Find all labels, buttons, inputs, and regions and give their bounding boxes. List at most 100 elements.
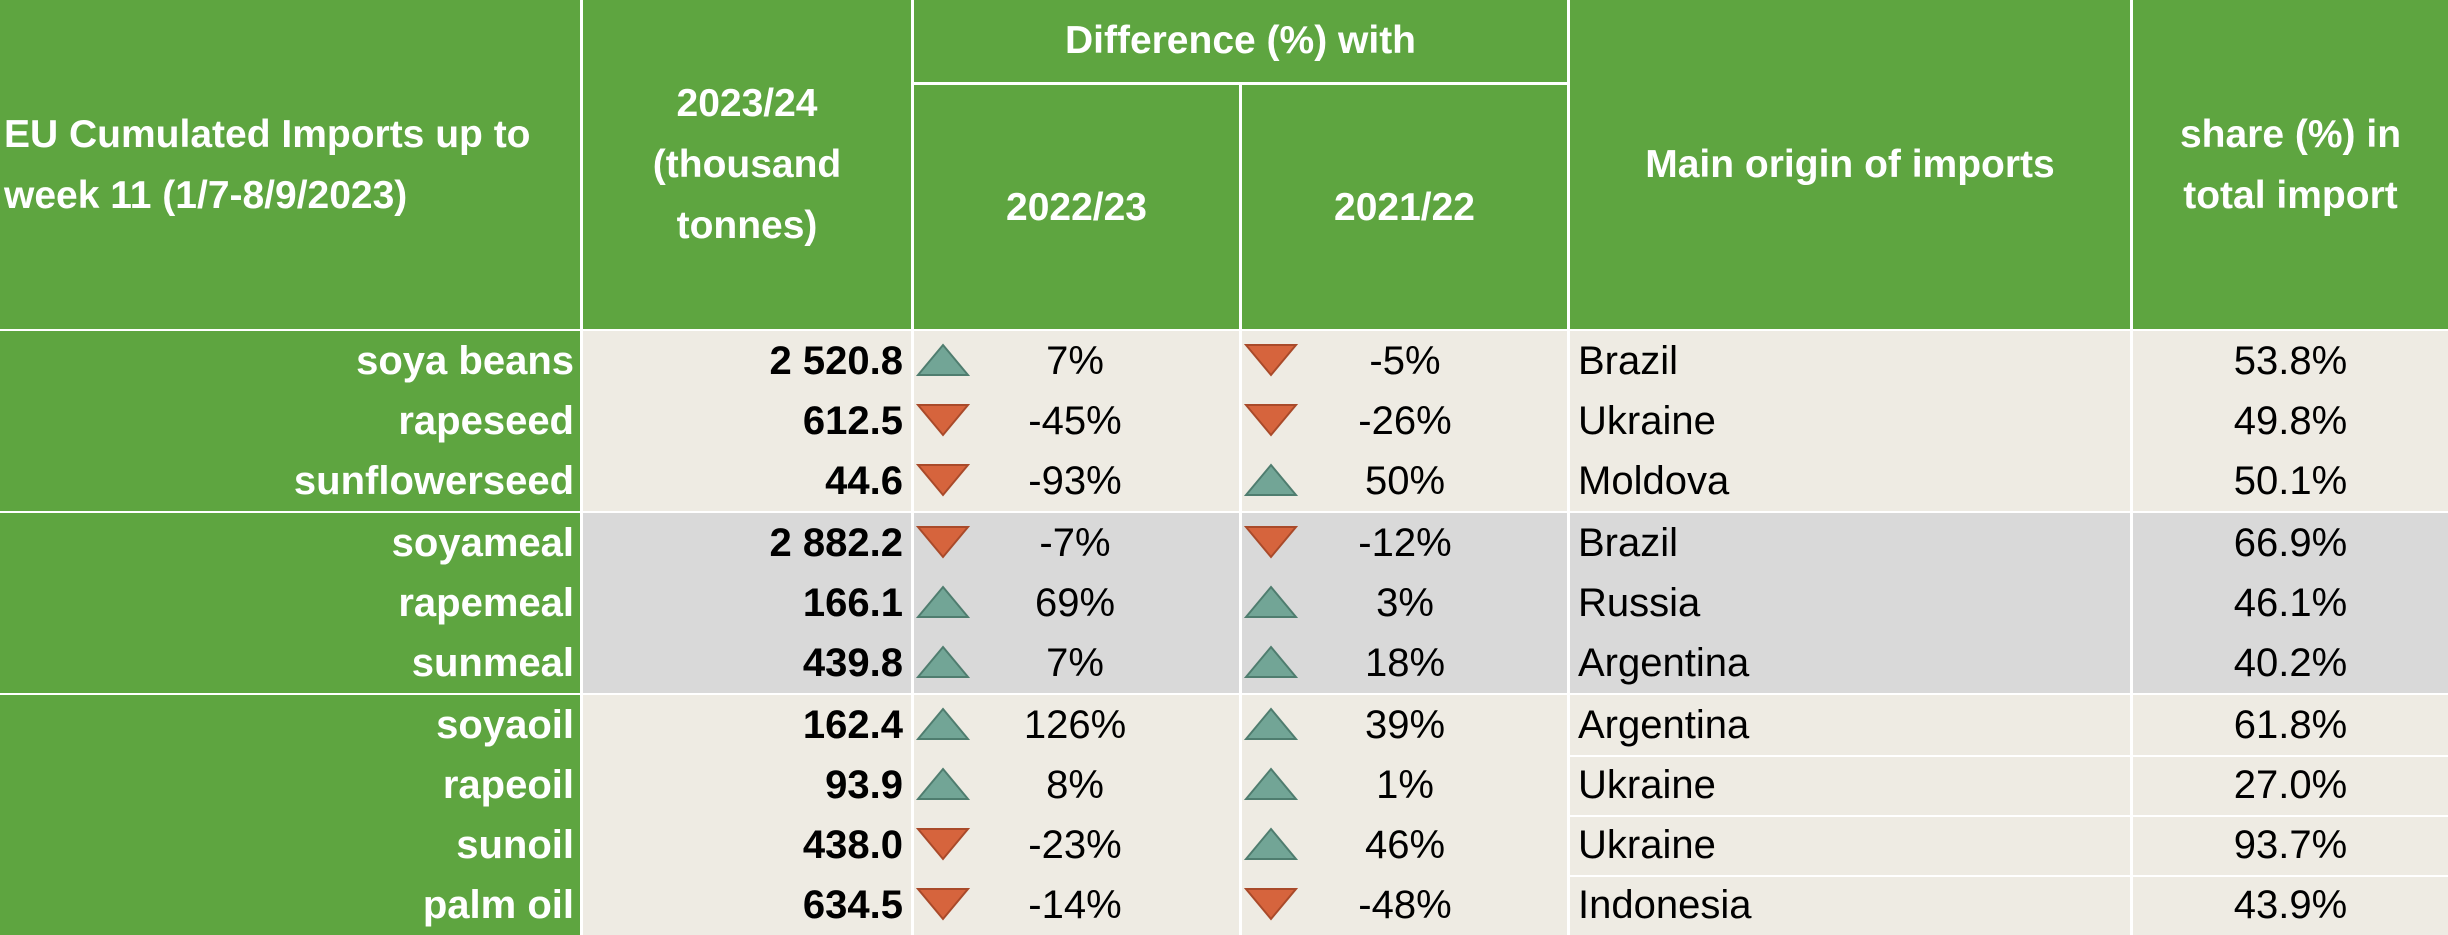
column-divider xyxy=(1567,573,1570,633)
up-triangle-icon xyxy=(916,645,970,678)
column-divider xyxy=(911,331,914,391)
diff-2022-23-value: -14% xyxy=(1028,883,1122,927)
table-row: soya beans 2 520.8 7% -5% Brazil 53.8% xyxy=(0,331,2448,391)
column-divider xyxy=(911,513,914,573)
origin-value: Brazil xyxy=(1578,521,1679,565)
product-label: soyameal xyxy=(0,513,580,573)
row-divider xyxy=(1570,815,2448,817)
origin-value: Argentina xyxy=(1578,703,1750,747)
share-value: 93.7% xyxy=(2233,823,2348,867)
diff-2022-23-value: 126% xyxy=(1023,703,1127,747)
column-divider xyxy=(1239,875,1242,935)
diff-2021-22-value: 39% xyxy=(1364,703,1446,747)
diff-2022-23-value: 7% xyxy=(1046,339,1104,383)
header-share-column: share (%) in total import xyxy=(2179,112,2402,217)
volume-value: 634.5 xyxy=(802,883,903,927)
column-divider xyxy=(1239,695,1242,755)
product-label: sunflowerseed xyxy=(0,451,580,511)
column-divider xyxy=(1567,633,1570,693)
origin-value: Moldova xyxy=(1578,459,1730,503)
diff-2022-23-value: -23% xyxy=(1028,823,1122,867)
diff-2021-22-value: 1% xyxy=(1376,763,1434,807)
volume-value: 439.8 xyxy=(802,641,903,685)
up-triangle-icon xyxy=(1244,767,1298,800)
diff-2022-23-value: -45% xyxy=(1028,399,1122,443)
down-triangle-icon xyxy=(1244,404,1298,437)
origin-value: Brazil xyxy=(1578,339,1679,383)
column-divider xyxy=(1567,815,1570,875)
header-divider xyxy=(2130,0,2133,329)
table-row: sunflowerseed 44.6 -93% 50% Moldova 50.1% xyxy=(0,451,2448,511)
volume-value: 93.9 xyxy=(825,763,903,807)
volume-value: 2 882.2 xyxy=(769,521,903,565)
column-divider xyxy=(1239,755,1242,815)
up-triangle-icon xyxy=(916,707,970,740)
product-label: sunoil xyxy=(0,815,580,875)
group-separator xyxy=(0,693,2448,695)
origin-value: Ukraine xyxy=(1578,763,1716,807)
diff-2022-23-value: 8% xyxy=(1046,763,1104,807)
table-row: sunoil 438.0 -23% 46% Ukraine 93.7% xyxy=(0,815,2448,875)
down-triangle-icon xyxy=(916,526,970,559)
column-divider xyxy=(1567,513,1570,573)
origin-value: Ukraine xyxy=(1578,823,1716,867)
up-triangle-icon xyxy=(1244,707,1298,740)
column-divider xyxy=(1567,391,1570,451)
header-product-column: EU Cumulated Imports up to week 11 (1/7-… xyxy=(4,112,531,217)
table-row: rapeseed 612.5 -45% -26% Ukraine 49.8% xyxy=(0,391,2448,451)
product-label: sunmeal xyxy=(0,633,580,693)
up-triangle-icon xyxy=(1244,463,1298,496)
diff-2021-22-value: -12% xyxy=(1358,521,1452,565)
column-divider xyxy=(2130,573,2133,633)
column-divider xyxy=(1239,391,1242,451)
header-volume-column: 2023/24 (thousand tonnes) xyxy=(652,82,842,247)
column-divider xyxy=(580,391,583,451)
column-divider xyxy=(580,875,583,935)
down-triangle-icon xyxy=(916,464,970,497)
column-divider xyxy=(1567,331,1570,391)
up-triangle-icon xyxy=(1244,827,1298,860)
header-difference-group: Difference (%) with xyxy=(1064,19,1417,62)
column-divider xyxy=(911,633,914,693)
column-divider xyxy=(911,391,914,451)
column-divider xyxy=(1567,451,1570,511)
table-row: rapemeal 166.1 69% 3% Russia 46.1% xyxy=(0,573,2448,633)
column-divider xyxy=(1239,633,1242,693)
table-row: palm oil 634.5 -14% -48% Indonesia 43.9% xyxy=(0,875,2448,935)
product-label: rapeseed xyxy=(0,391,580,451)
share-value: 66.9% xyxy=(2233,521,2348,565)
diff-2021-22-value: 3% xyxy=(1376,581,1434,625)
volume-value: 166.1 xyxy=(802,581,903,625)
share-value: 40.2% xyxy=(2233,641,2348,685)
diff-2021-22-value: -48% xyxy=(1358,883,1452,927)
volume-value: 162.4 xyxy=(802,703,903,747)
product-label: soyaoil xyxy=(0,695,580,755)
column-divider xyxy=(2130,633,2133,693)
header-divider xyxy=(911,82,1570,85)
column-divider xyxy=(580,633,583,693)
down-triangle-icon xyxy=(916,404,970,437)
table-row: sunmeal 439.8 7% 18% Argentina 40.2% xyxy=(0,633,2448,693)
origin-value: Indonesia xyxy=(1578,883,1752,927)
header-origin-column: Main origin of imports xyxy=(1645,143,2055,186)
diff-2021-22-value: -5% xyxy=(1369,339,1441,383)
column-divider xyxy=(1239,513,1242,573)
column-divider xyxy=(911,695,914,755)
column-divider xyxy=(2130,755,2133,815)
column-divider xyxy=(2130,815,2133,875)
volume-value: 438.0 xyxy=(802,823,903,867)
header-2021-22: 2021/22 xyxy=(1334,185,1475,229)
up-triangle-icon xyxy=(1244,645,1298,678)
up-triangle-icon xyxy=(916,767,970,800)
row-divider xyxy=(1570,875,2448,877)
product-label: rapeoil xyxy=(0,755,580,815)
column-divider xyxy=(2130,391,2133,451)
group-separator xyxy=(0,511,2448,513)
column-divider xyxy=(580,451,583,511)
share-value: 46.1% xyxy=(2233,581,2348,625)
column-divider xyxy=(2130,331,2133,391)
row-divider xyxy=(1570,755,2448,757)
column-divider xyxy=(580,695,583,755)
down-triangle-icon xyxy=(916,828,970,861)
